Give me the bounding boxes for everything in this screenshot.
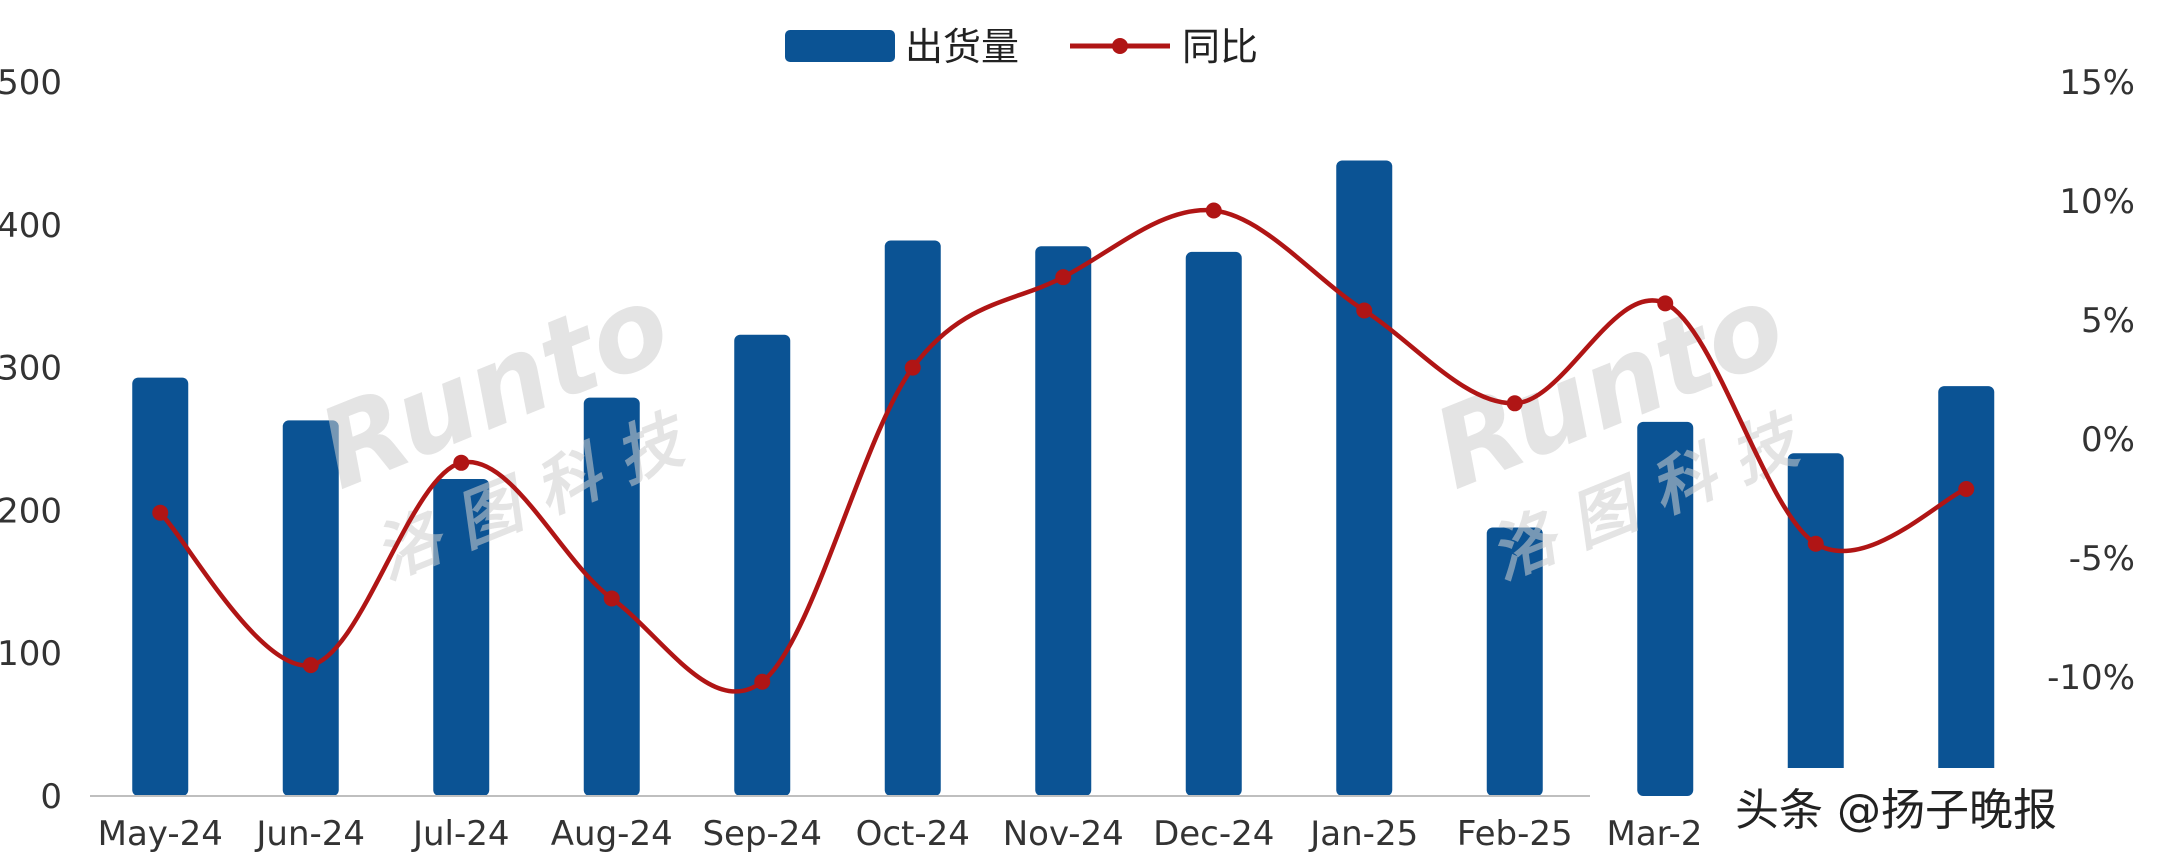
x-tick-label: Oct-24 [856, 814, 970, 854]
yoy-point [1055, 269, 1072, 286]
yoy-point [1205, 202, 1222, 219]
legend-bar-swatch [785, 30, 895, 62]
footer-credit-text: 头条 @扬子晚报 [1735, 785, 2057, 836]
yoy-point [1506, 395, 1523, 412]
right-tick-label: 15% [2059, 63, 2135, 103]
right-tick-label: 5% [2081, 301, 2135, 341]
bar [1336, 160, 1393, 797]
left-tick-label: 400 [0, 206, 62, 246]
x-tick-label: May-24 [98, 814, 223, 854]
bar [282, 420, 339, 796]
bar [1486, 527, 1543, 796]
yoy-point [302, 657, 319, 674]
right-axis-ticks: -15%-10%-5%0%5%10%15% [2047, 63, 2135, 817]
yoy-point [1657, 295, 1674, 312]
right-tick-label: -10% [2047, 658, 2135, 698]
bar-series [132, 160, 1995, 797]
bar [1787, 453, 1844, 796]
left-tick-label: 300 [0, 349, 62, 389]
yoy-point [1807, 535, 1824, 552]
footer-credit-background [1700, 768, 2160, 864]
x-tick-label: Dec-24 [1153, 814, 1274, 854]
x-tick-label: Jun-24 [254, 814, 365, 854]
left-tick-label: 200 [0, 491, 62, 531]
right-tick-label: 0% [2081, 420, 2135, 460]
legend-bar-label: 出货量 [905, 25, 1019, 69]
yoy-point [1356, 302, 1373, 319]
x-tick-label: Aug-24 [551, 814, 673, 854]
legend-line-marker [1112, 38, 1128, 54]
x-tick-label: Jul-24 [411, 814, 510, 854]
left-axis-ticks: 0 100 200 300 400 500 [0, 63, 62, 817]
x-tick-label: Feb-25 [1457, 814, 1573, 854]
yoy-point [1958, 480, 1975, 497]
yoy-point [904, 359, 921, 376]
left-tick-label: 500 [0, 63, 62, 103]
legend: 出货量 同比 [785, 25, 1258, 69]
legend-line-label: 同比 [1182, 25, 1258, 69]
left-tick-label: 100 [0, 634, 62, 674]
yoy-point [603, 590, 620, 607]
bar [1035, 246, 1092, 797]
right-tick-label: 10% [2059, 182, 2135, 222]
bar [734, 334, 791, 796]
x-tick-label: Jan-25 [1308, 814, 1418, 854]
x-tick-label: Sep-24 [702, 814, 822, 854]
bar [1938, 386, 1995, 796]
yoy-point [754, 673, 771, 690]
bar [1637, 421, 1694, 796]
watermark-left: Runto 洛 图 科 技 [302, 259, 700, 594]
line-series [152, 202, 1975, 694]
x-tick-label: Nov-24 [1003, 814, 1124, 854]
yoy-point [152, 504, 169, 521]
bar [1185, 251, 1242, 796]
left-tick-label: 0 [40, 777, 62, 817]
bar [132, 377, 189, 796]
bar [884, 240, 941, 796]
footer-credit: 头条 @扬子晚报 [1700, 768, 2160, 864]
bar [433, 478, 490, 796]
yoy-point [453, 454, 470, 471]
right-tick-label: -5% [2069, 539, 2135, 579]
